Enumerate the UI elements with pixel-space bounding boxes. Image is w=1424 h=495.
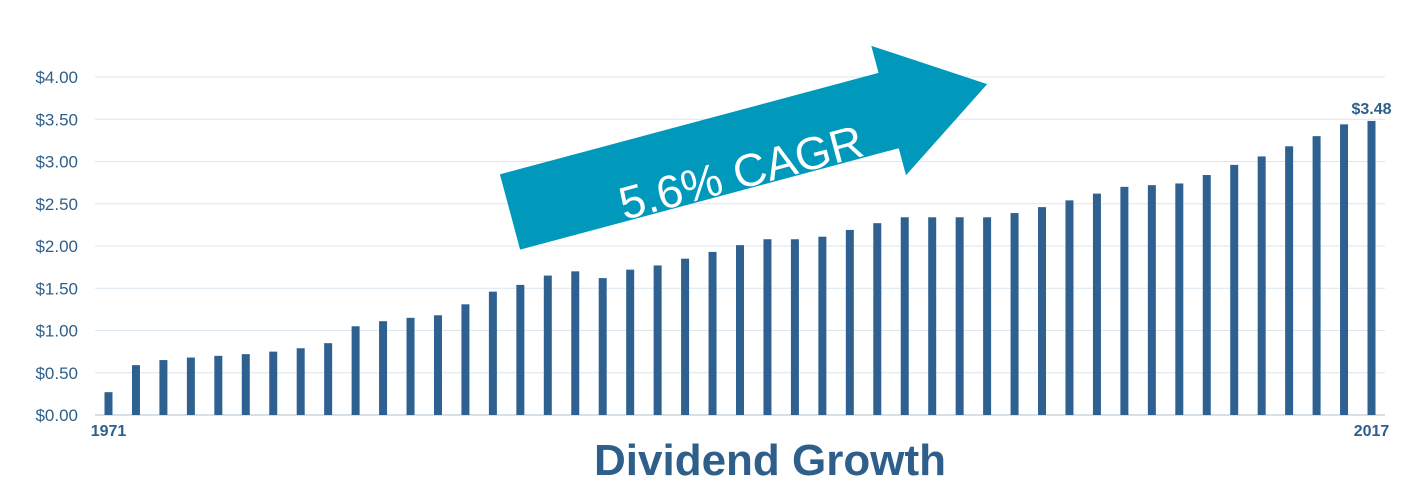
bar (900, 217, 909, 415)
bar (1092, 193, 1101, 415)
bar (1038, 207, 1047, 415)
bar (543, 275, 552, 415)
bar (433, 315, 442, 415)
cagr-arrow: 5.6% CAGR (499, 45, 988, 250)
y-axis-tick-labels: $0.00 $0.50 $1.00 $1.50 $2.00 $2.50 $3.00 $3.50… (35, 68, 78, 425)
bar (1340, 124, 1349, 415)
bars (104, 120, 1376, 416)
bar (1257, 156, 1266, 415)
bar (1065, 200, 1074, 415)
y-tick-label: $1.50 (35, 279, 78, 298)
bar (1175, 183, 1184, 415)
bar (1202, 175, 1211, 415)
y-tick-label: $3.50 (35, 110, 78, 129)
bar (516, 284, 525, 415)
bar (214, 355, 223, 415)
y-tick-label: $0.00 (35, 406, 78, 425)
bar (379, 321, 388, 415)
bar (681, 258, 690, 415)
bar (1010, 213, 1019, 415)
bar (763, 239, 772, 415)
bar (1312, 136, 1321, 415)
y-tick-label: $3.00 (35, 153, 78, 172)
bar (1367, 120, 1376, 415)
bar (269, 351, 278, 415)
bar (488, 291, 497, 415)
bar (708, 251, 717, 415)
bar (1230, 164, 1239, 415)
bar (324, 343, 333, 415)
bar (818, 236, 827, 415)
last-value-label: $3.48 (1351, 101, 1391, 118)
chart-title: Dividend Growth (594, 436, 946, 485)
bar (598, 278, 607, 415)
bar (928, 217, 937, 415)
y-tick-label: $2.50 (35, 195, 78, 214)
bar (653, 265, 662, 415)
x-end-label: 2017 (1354, 423, 1390, 440)
bar (790, 239, 799, 415)
bar (104, 392, 113, 415)
cagr-arrow-shape (499, 45, 988, 250)
bar (186, 357, 195, 415)
bar (736, 245, 744, 415)
bar (296, 348, 305, 415)
bar (131, 365, 140, 415)
y-tick-label: $1.00 (35, 322, 78, 341)
bar (461, 304, 470, 415)
y-tick-label: $4.00 (35, 68, 78, 87)
bar (955, 217, 964, 415)
bar (1120, 186, 1129, 415)
bar (351, 326, 360, 415)
bar (873, 223, 882, 415)
bar (1285, 146, 1294, 416)
bar (845, 229, 854, 415)
bar (983, 217, 992, 415)
x-start-label: 1971 (91, 423, 127, 440)
y-tick-label: $0.50 (35, 364, 78, 383)
bar (626, 269, 635, 415)
bar (406, 317, 415, 415)
bar (159, 360, 168, 415)
bar (1147, 185, 1156, 415)
bar (571, 271, 580, 415)
bar (241, 354, 250, 415)
y-tick-label: $2.00 (35, 237, 78, 256)
